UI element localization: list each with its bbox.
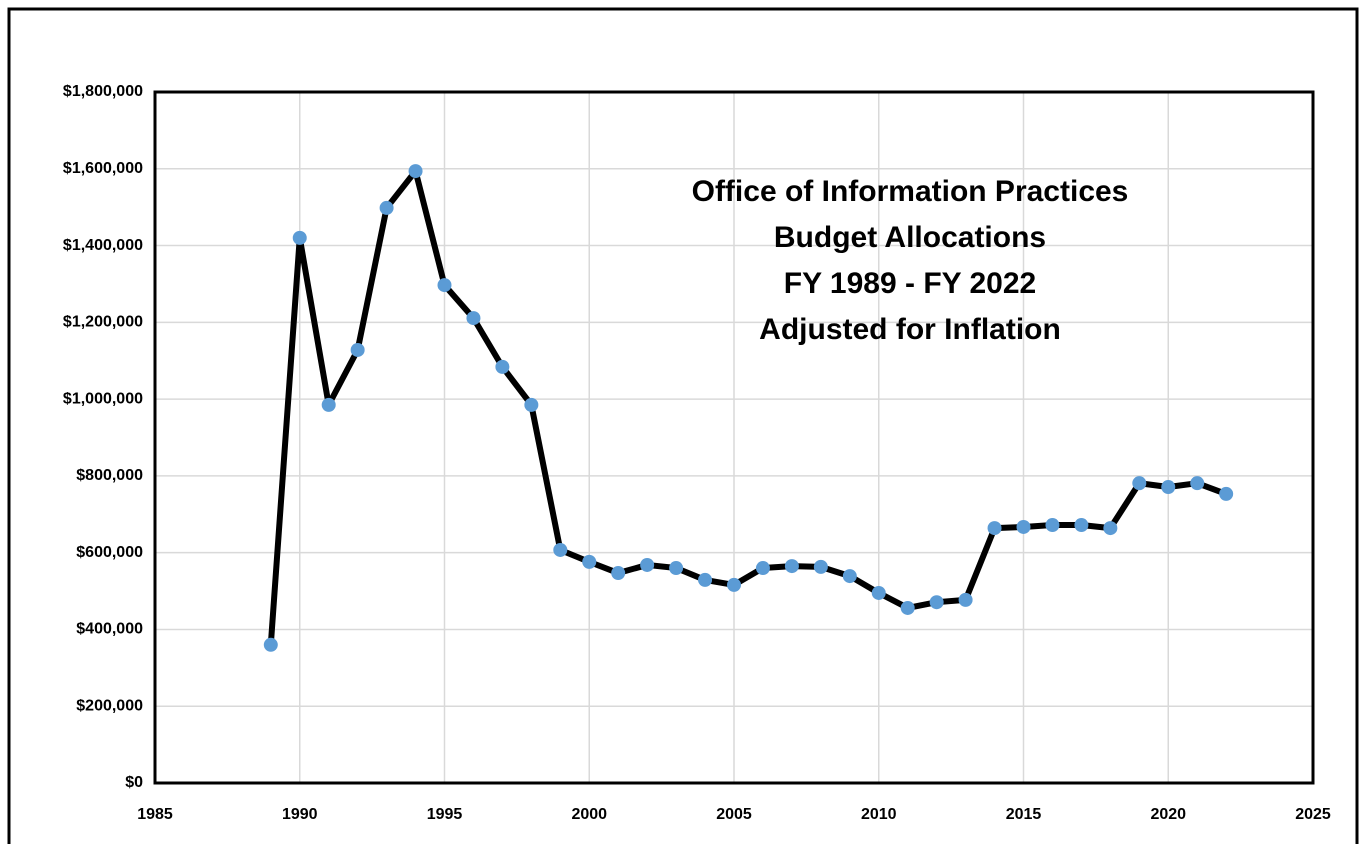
data-point (582, 554, 597, 569)
x-tick-label: 2000 (571, 806, 607, 823)
y-tick-label: $1,600,000 (63, 160, 143, 177)
data-point (1016, 519, 1031, 534)
data-point (1219, 486, 1234, 501)
x-tick-label: 1985 (137, 806, 173, 823)
data-point (524, 397, 539, 412)
data-point (437, 278, 452, 293)
data-point (727, 577, 741, 592)
data-point (842, 569, 857, 584)
x-tick-label: 2020 (1150, 806, 1186, 823)
y-tick-label: $800,000 (76, 467, 143, 484)
data-point (640, 557, 655, 572)
chart-title: Office of Information Practices (692, 175, 1129, 208)
data-point (871, 585, 886, 600)
x-tick-label: 2015 (1006, 806, 1042, 823)
data-point (929, 595, 944, 610)
data-point (784, 559, 799, 574)
y-tick-label: $200,000 (76, 697, 143, 714)
x-tick-label: 2005 (716, 806, 752, 823)
y-tick-label: $1,200,000 (63, 314, 143, 331)
y-tick-label: $400,000 (76, 621, 143, 638)
data-point (1074, 518, 1089, 533)
data-point (1161, 480, 1176, 495)
data-point (1103, 521, 1118, 536)
y-tick-label: $0 (125, 774, 143, 791)
x-tick-label: 1995 (427, 806, 463, 823)
data-point (987, 521, 1002, 536)
chart-title: FY 1989 - FY 2022 (784, 267, 1036, 300)
data-point (495, 359, 510, 374)
y-tick-label: $1,400,000 (63, 237, 143, 254)
data-point (466, 311, 481, 326)
plot-border (153, 90, 1315, 785)
data-point (611, 566, 626, 581)
data-point (958, 592, 973, 607)
data-point (292, 230, 307, 245)
data-point (698, 572, 713, 587)
data-point (900, 600, 915, 615)
data-point (408, 164, 423, 179)
data-point (669, 561, 684, 576)
data-line (267, 168, 1228, 646)
data-point (813, 559, 828, 574)
data-point (553, 542, 568, 557)
data-point (1045, 518, 1060, 533)
x-tick-label: 2025 (1295, 806, 1331, 823)
y-tick-label: $600,000 (76, 544, 143, 561)
data-point (321, 397, 336, 412)
data-point (350, 342, 365, 357)
chart-title: Adjusted for Inflation (759, 313, 1061, 346)
y-tick-label: $1,800,000 (63, 83, 143, 100)
x-tick-label: 1990 (282, 806, 318, 823)
chart-title: Budget Allocations (774, 221, 1046, 254)
y-tick-label: $1,000,000 (63, 390, 143, 407)
data-point (379, 200, 394, 215)
frame (7, 7, 1359, 844)
x-tick-label: 2010 (861, 806, 897, 823)
data-point (263, 637, 278, 652)
data-point (755, 561, 770, 576)
data-point (1190, 476, 1205, 491)
data-point (1132, 476, 1147, 491)
